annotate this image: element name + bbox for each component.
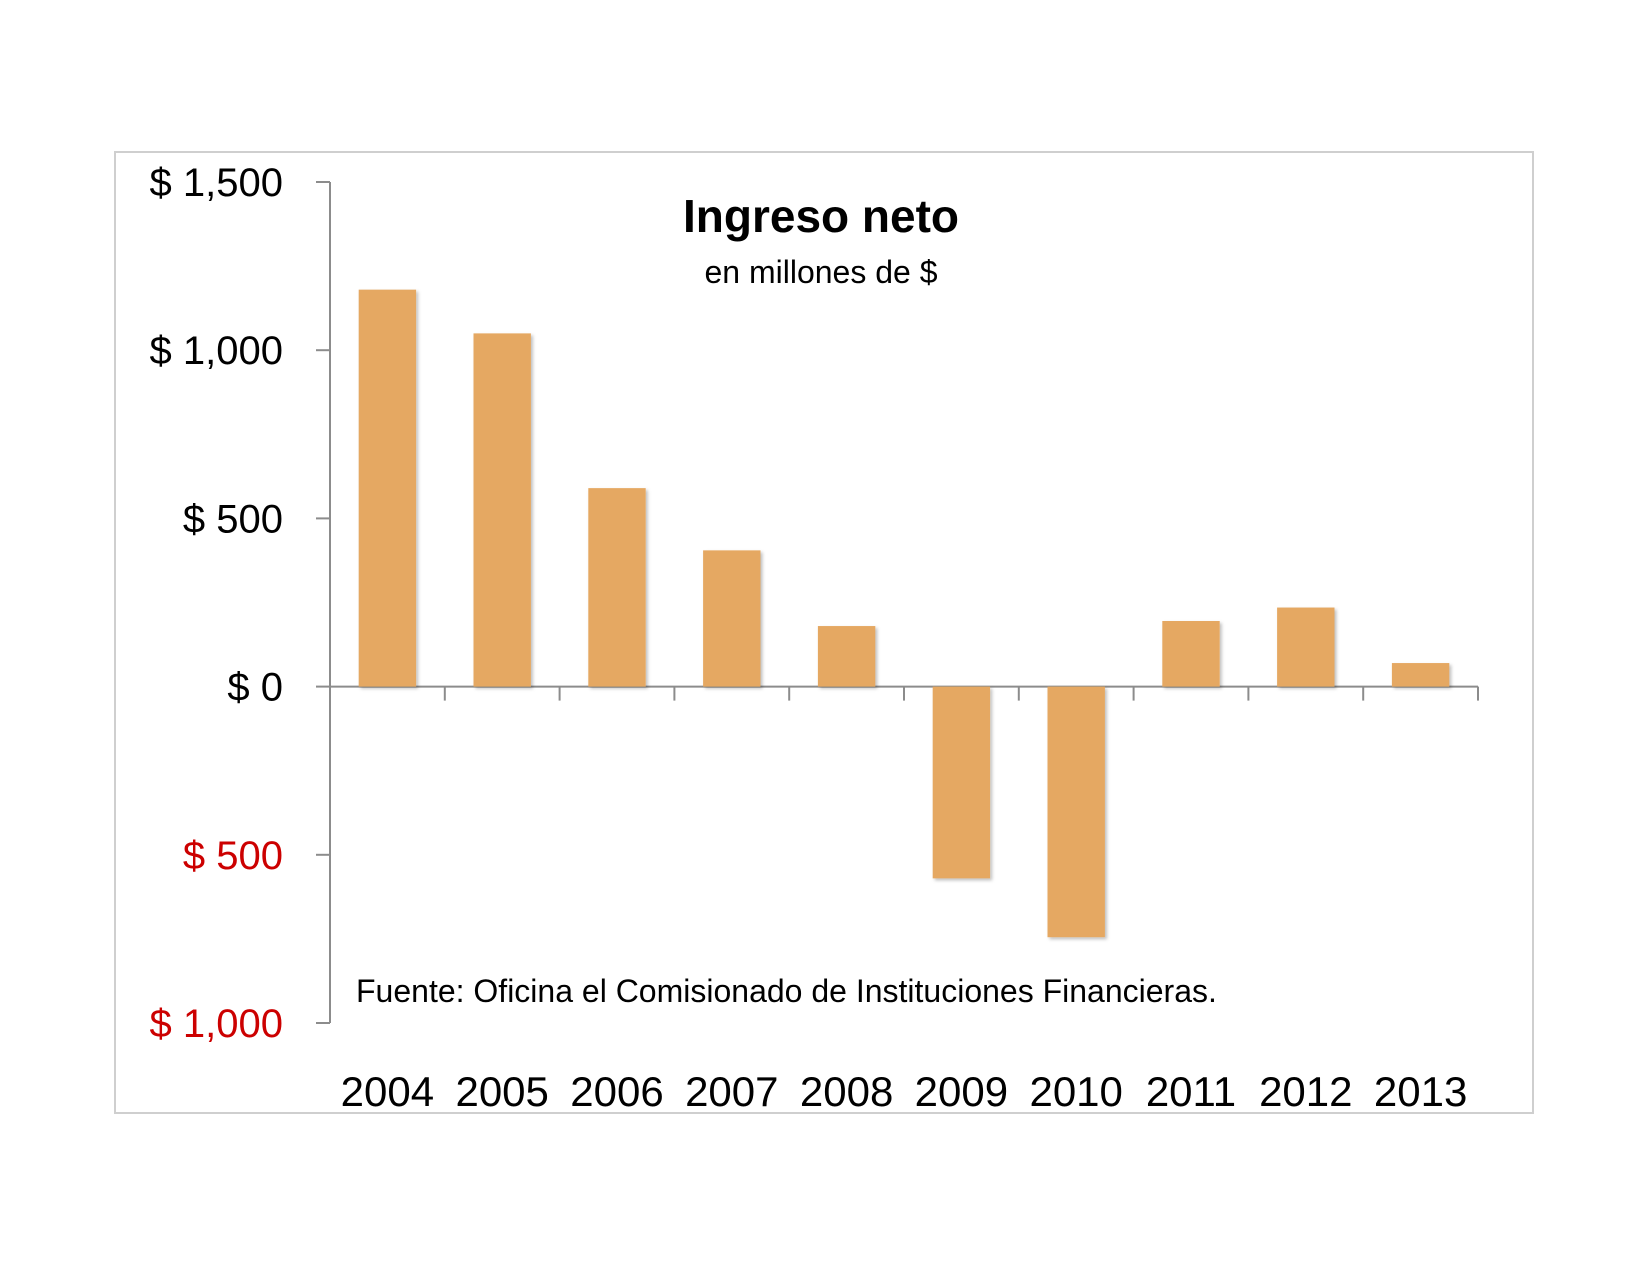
bar-2010 <box>1047 686 1105 938</box>
y-tick-label: $ 1,500 <box>150 161 283 205</box>
chart-source-note: Fuente: Oficina el Comisionado de Instit… <box>356 973 1217 1009</box>
x-tick-label: 2007 <box>685 1068 778 1115</box>
x-tick-label: 2008 <box>800 1068 893 1115</box>
y-tick-label: $ 1,000 <box>150 1002 283 1046</box>
x-tick-label: 2005 <box>455 1068 548 1115</box>
bar-2007 <box>703 550 761 687</box>
bar-2012 <box>1277 607 1335 687</box>
chart-title: Ingreso neto <box>683 190 959 242</box>
y-tick-label: $ 500 <box>183 497 283 541</box>
bar-2008 <box>817 626 876 687</box>
x-tick-label: 2011 <box>1146 1068 1236 1115</box>
x-tick-label: 2004 <box>341 1068 434 1115</box>
x-tick-label: 2010 <box>1029 1068 1122 1115</box>
chart-subtitle: en millones de $ <box>704 254 937 290</box>
x-tick-label: 2013 <box>1374 1068 1467 1115</box>
bar-2009 <box>932 686 991 879</box>
y-tick-label: $ 1,000 <box>150 329 283 373</box>
bar-2004 <box>358 289 417 687</box>
x-tick-label: 2009 <box>915 1068 1008 1115</box>
bar-2013 <box>1391 663 1450 687</box>
x-tick-label: 2006 <box>570 1068 663 1115</box>
bar-2006 <box>588 488 646 687</box>
x-tick-labels: 2004 2005 2006 2007 2008 2009 2010 2011 2012 2013 <box>341 1068 1468 1115</box>
y-tick-labels: $ 1,500 $ 1,000 $ 500 $ 0 $ 500 $ 1,000 <box>150 161 283 1046</box>
y-tick-label: $ 0 <box>227 666 283 710</box>
y-tick-label: $ 500 <box>183 834 283 878</box>
bar-2005 <box>473 333 531 687</box>
x-axis <box>329 685 1479 701</box>
bars <box>358 289 1450 938</box>
y-axis <box>316 181 331 1024</box>
x-tick-label: 2012 <box>1259 1068 1352 1115</box>
bar-2011 <box>1162 621 1220 687</box>
